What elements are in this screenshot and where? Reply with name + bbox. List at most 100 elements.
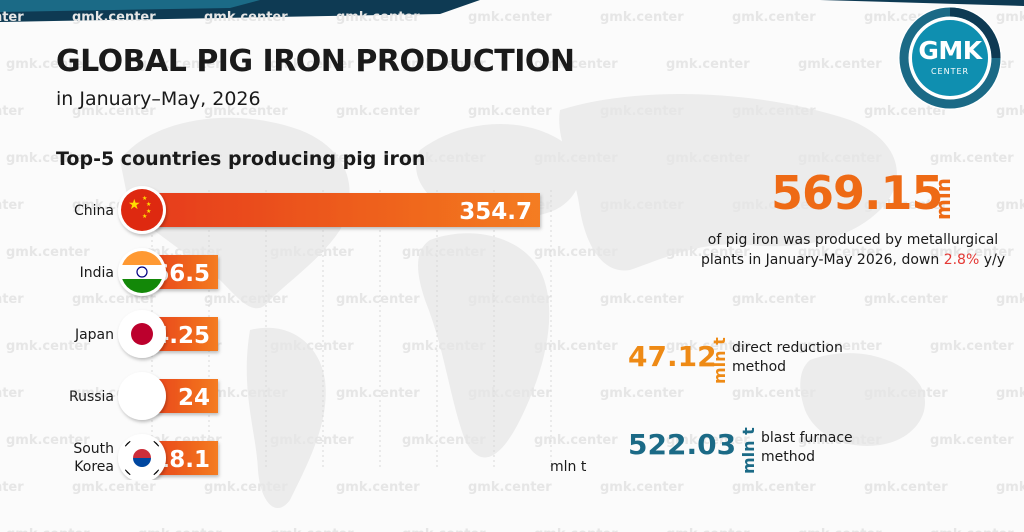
watermark-text: gmk.center — [270, 245, 354, 260]
watermark-text: gmk.center — [798, 339, 882, 354]
watermark-text: gmk.center — [534, 245, 618, 260]
watermark-text: gmk.center — [534, 151, 618, 166]
watermark-text: gmk.center — [0, 10, 24, 25]
logo-ring-icon — [899, 7, 1001, 109]
page-subtitle: in January–May, 2026 — [56, 88, 261, 110]
logo-badge: GMK CENTER — [912, 20, 988, 96]
watermark-text: gmk.center — [6, 339, 90, 354]
watermark-text: gmk.center — [0, 480, 24, 495]
blast-furnace-unit: mln t — [739, 427, 758, 474]
watermark-text: gmk.center — [6, 151, 90, 166]
watermark-text: gmk.center — [138, 57, 222, 72]
watermark-text: gmk.center — [996, 198, 1024, 213]
bar-value-label: 24 — [178, 385, 210, 411]
svg-text:★: ★ — [142, 195, 147, 202]
category-label: Russia — [69, 389, 114, 405]
watermark-text: gmk.center — [600, 198, 684, 213]
russia-flag-icon — [121, 375, 163, 417]
x-axis-unit-label: mln t — [550, 459, 587, 475]
svg-text:★: ★ — [128, 197, 141, 213]
watermark-text: gmk.center — [996, 480, 1024, 495]
total-production-value: 569.15 — [771, 166, 944, 220]
total-production-unit: mln t — [931, 174, 955, 220]
watermark-text: gmk.center — [864, 480, 948, 495]
blast-furnace-label: blast furnace method — [761, 429, 911, 467]
watermark-text: gmk.center — [0, 104, 24, 119]
blast-furnace-value: 522.03 — [628, 428, 737, 461]
watermark-text: gmk.center — [270, 151, 354, 166]
watermark-text: gmk.center — [864, 198, 948, 213]
watermark-text: gmk.center — [732, 386, 816, 401]
watermark-text: gmk.center — [732, 480, 816, 495]
watermark-text: gmk.center — [0, 198, 24, 213]
blast-furnace-label-line1: blast furnace — [761, 430, 853, 446]
watermark-text: gmk.center — [468, 10, 552, 25]
bar-value-label: 354.7 — [459, 199, 532, 225]
south-korea-flag-icon — [121, 437, 163, 479]
watermark-text: gmk.center — [6, 245, 90, 260]
page-title: GLOBAL PIG IRON PRODUCTION — [56, 44, 575, 79]
gmk-center-logo: GMK CENTER — [898, 6, 1002, 110]
watermark-text: gmk.center — [72, 104, 156, 119]
watermark-text: gmk.center — [6, 527, 90, 532]
watermark-text: gmk.center — [666, 339, 750, 354]
watermark-text: gmk.center — [336, 292, 420, 307]
watermark-text: gmk.center — [798, 57, 882, 72]
watermark-text: gmk.center — [402, 527, 486, 532]
watermark-text: gmk.center — [534, 527, 618, 532]
svg-text:mln t: mln t — [931, 174, 955, 220]
bar-china — [140, 193, 540, 227]
watermark-text: gmk.center — [336, 10, 420, 25]
category-label: Korea — [74, 459, 114, 475]
watermark-text: gmk.center — [6, 57, 90, 72]
watermark-text: gmk.center — [534, 57, 618, 72]
blast-furnace-label-line2: method — [761, 449, 816, 465]
watermark-text: gmk.center — [270, 527, 354, 532]
watermark-text: gmk.center — [996, 104, 1024, 119]
watermark-text: gmk.center — [204, 386, 288, 401]
svg-text:★: ★ — [146, 208, 151, 215]
watermark-text: gmk.center — [600, 10, 684, 25]
direct-reduction-unit: mln t — [710, 337, 729, 384]
watermark-text: gmk.center — [600, 104, 684, 119]
watermark-text: gmk.center — [270, 57, 354, 72]
direct-reduction-value: 47.12 — [628, 340, 717, 373]
watermark-text: gmk.center — [732, 198, 816, 213]
category-label: South — [73, 441, 114, 457]
watermark-text: gmk.center — [864, 386, 948, 401]
watermark-text: gmk.center — [666, 433, 750, 448]
description-text: of pig iron was produced by metallurgica… — [700, 232, 999, 268]
watermark-text: gmk.center — [270, 433, 354, 448]
watermark-text: gmk.center — [600, 386, 684, 401]
svg-text:mln t: mln t — [710, 337, 729, 384]
watermark-text: gmk.center — [0, 386, 24, 401]
watermark-text: gmk.center — [402, 433, 486, 448]
watermark-text: gmk.center — [666, 151, 750, 166]
watermark-text: gmk.center — [798, 151, 882, 166]
logo-text-center: CENTER — [930, 67, 970, 76]
watermark-text: gmk.center — [798, 527, 882, 532]
watermark-text: gmk.center — [600, 480, 684, 495]
watermark-text: gmk.center — [930, 527, 1014, 532]
watermark-text: gmk.center — [930, 339, 1014, 354]
watermark-text: gmk.center — [72, 10, 156, 25]
india-flag-icon — [121, 251, 163, 293]
watermark-text: gmk.center — [666, 57, 750, 72]
watermark-text: gmk.center — [732, 10, 816, 25]
watermark-text: gmk.center — [270, 339, 354, 354]
chart-section-title: Top-5 countries producing pig iron — [56, 148, 426, 170]
watermark-text: gmk.center — [336, 104, 420, 119]
watermark-text: gmk.center — [468, 292, 552, 307]
direct-reduction-label-line1: direct reduction — [732, 340, 843, 356]
watermark-text: gmk.center — [138, 151, 222, 166]
total-production-description: of pig iron was produced by metallurgica… — [698, 230, 1008, 270]
watermark-text: gmk.center — [72, 292, 156, 307]
svg-text:★: ★ — [146, 201, 151, 208]
japan-flag-icon — [121, 313, 163, 355]
logo-text-gmk: GMK — [918, 36, 982, 65]
watermark-text: gmk.center — [204, 292, 288, 307]
yoy-change-percent: 2.8% — [943, 252, 980, 268]
direct-reduction-label-line2: method — [732, 359, 787, 375]
direct-reduction-label: direct reduction method — [732, 339, 882, 377]
